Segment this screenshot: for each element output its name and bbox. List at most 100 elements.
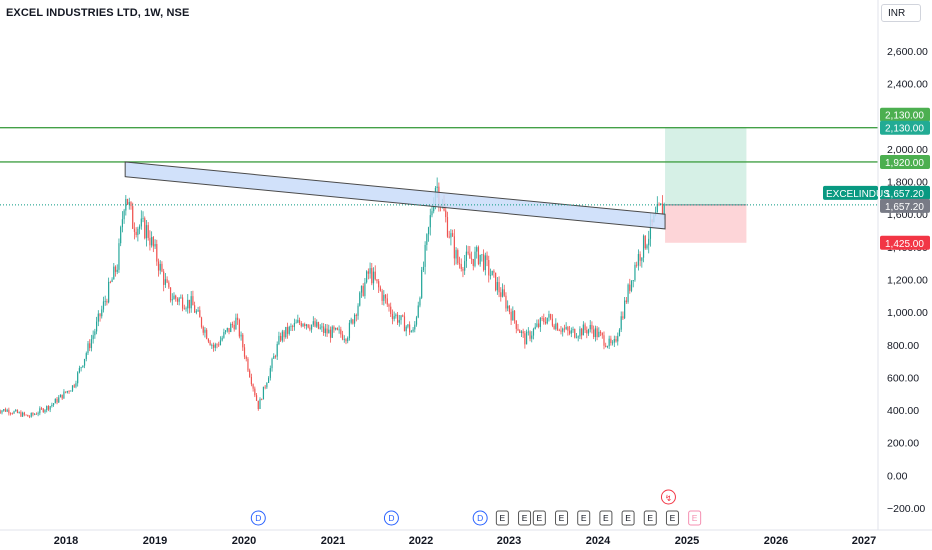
dividend-icon[interactable]: [383, 510, 399, 526]
last-price-label: 1,657.20: [885, 189, 924, 200]
candle-up: [305, 324, 308, 326]
candle-up: [142, 218, 144, 220]
target-zone: [665, 127, 747, 205]
parallel-channel[interactable]: [124, 161, 666, 230]
candle-down: [254, 388, 256, 396]
earnings-icon[interactable]: [665, 510, 679, 526]
upcoming-earnings-icon-label: E: [692, 513, 698, 523]
candle-down: [176, 298, 179, 302]
candle-up: [221, 337, 223, 341]
candle-up: [214, 344, 216, 348]
candle-up: [660, 203, 662, 205]
candle-down: [409, 324, 411, 333]
candle-down: [130, 202, 132, 207]
candle-up: [171, 299, 173, 301]
candle-up: [507, 305, 509, 309]
candle-up: [577, 336, 579, 338]
candle-up: [400, 315, 402, 321]
candle-down: [247, 358, 249, 371]
candle-up: [85, 353, 87, 359]
candle-up: [491, 270, 493, 276]
candle-up: [618, 329, 621, 337]
candle-up: [204, 329, 206, 333]
candle-down: [556, 323, 559, 331]
candle-down: [593, 329, 595, 338]
candle-up: [417, 305, 419, 318]
candle-down: [202, 326, 204, 333]
time-tick-label: 2027: [852, 535, 876, 547]
candle-down: [374, 271, 376, 280]
price-tick-label: 600.00: [887, 372, 919, 384]
candle-down: [567, 327, 569, 331]
price-tick-label: 1,000.00: [887, 307, 928, 319]
candle-down: [175, 295, 177, 299]
earnings-icon[interactable]: [577, 510, 591, 526]
candle-down: [560, 330, 562, 332]
dividend-icon-label: D: [477, 513, 483, 523]
price-tick-label: 2,000.00: [887, 144, 928, 156]
candle-down: [584, 324, 586, 331]
earnings-icon[interactable]: [599, 510, 613, 526]
time-axis[interactable]: 2018 2019 2020 2021 2022 2023 2024 2025 2026 2027: [54, 535, 876, 547]
candle-down: [89, 343, 91, 349]
candle-up: [570, 330, 572, 334]
earnings-icon[interactable]: [555, 510, 569, 526]
candle-down: [622, 316, 624, 319]
candle-down: [56, 398, 58, 403]
candle-down: [381, 290, 383, 301]
earnings-icon[interactable]: [532, 510, 546, 526]
candle-up: [102, 301, 105, 310]
candle-up: [369, 268, 371, 274]
candlestick-series: [0, 177, 665, 419]
candle-down: [27, 414, 29, 417]
candle-up: [350, 319, 352, 323]
candle-up: [479, 254, 481, 265]
earnings-icon[interactable]: [643, 510, 657, 526]
candle-down: [152, 237, 154, 247]
earnings-icon-label: E: [522, 513, 528, 523]
upcoming-earnings-icon[interactable]: [688, 510, 702, 526]
candle-up: [343, 339, 345, 341]
candle-down: [168, 282, 170, 288]
candle-up: [151, 237, 153, 246]
candle-up: [632, 280, 634, 282]
last-price-label-bg: [880, 185, 930, 200]
candle-down: [16, 409, 19, 413]
candle-up: [316, 322, 318, 327]
candle-down: [462, 268, 464, 271]
candle-down: [586, 330, 588, 334]
split-icon[interactable]: [660, 489, 676, 505]
candle-up: [95, 321, 98, 332]
candle-down: [550, 314, 552, 319]
candle-up: [125, 199, 127, 211]
candle-down: [161, 263, 163, 272]
candle-down: [388, 304, 390, 307]
earnings-icon[interactable]: [621, 510, 635, 526]
candle-down: [249, 370, 251, 377]
candle-down: [126, 199, 129, 205]
currency-selector[interactable]: INR: [881, 4, 921, 22]
candle-down: [581, 328, 583, 336]
candle-down: [237, 317, 239, 321]
candle-down: [32, 413, 34, 415]
candle-down: [457, 250, 459, 264]
candle-down: [605, 345, 607, 347]
dividend-icon[interactable]: [472, 510, 488, 526]
dividend-icon[interactable]: [250, 510, 266, 526]
level-1920-label-bg: [880, 154, 930, 169]
candle-down: [538, 323, 540, 327]
position-zones: [665, 127, 747, 243]
earnings-icon[interactable]: [495, 510, 509, 526]
candle-up: [613, 339, 615, 343]
candle-up: [101, 309, 103, 317]
candle-up: [197, 310, 199, 312]
candle-up: [455, 250, 457, 259]
candle-up: [22, 412, 24, 417]
level-2130-label-bg: [880, 107, 930, 122]
price-tick-label: 2,400.00: [887, 79, 928, 91]
candle-down: [207, 338, 209, 342]
dividend-icon-label: D: [388, 513, 394, 523]
candle-down: [47, 406, 50, 410]
earnings-icon[interactable]: [518, 510, 532, 526]
